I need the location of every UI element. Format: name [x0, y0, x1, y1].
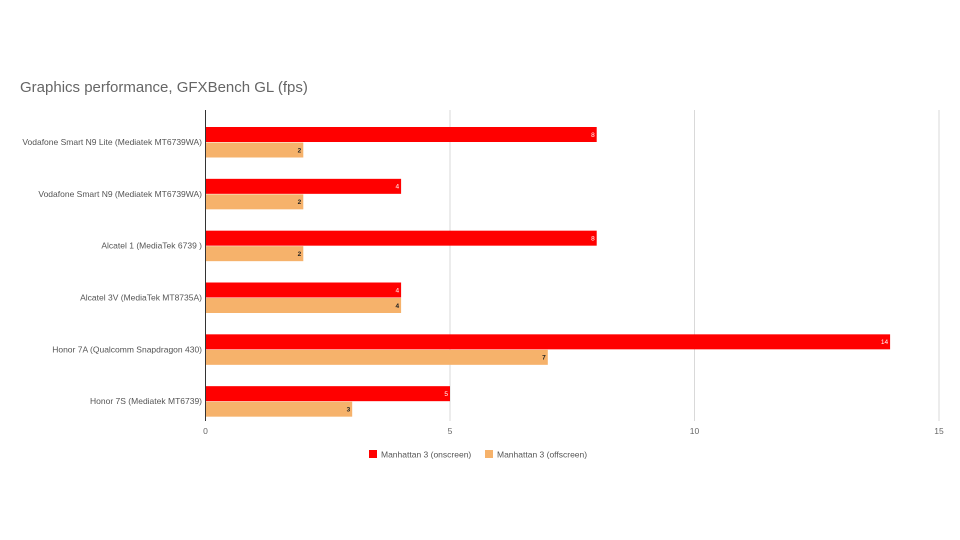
bar-offscreen — [205, 349, 548, 365]
legend-label: Manhattan 3 (onscreen) — [381, 450, 471, 460]
data-label-offscreen: 2 — [298, 199, 302, 206]
x-tick-label: 5 — [448, 426, 453, 436]
category-label: Vodafone Smart N9 (Mediatek MT6739WA) — [38, 189, 202, 199]
x-tick-label: 10 — [690, 426, 700, 436]
legend-swatch — [369, 450, 377, 458]
bar-onscreen — [205, 127, 597, 142]
data-label-onscreen: 5 — [444, 391, 448, 398]
data-label-onscreen: 14 — [881, 339, 889, 346]
category-label: Alcatel 3V (MediaTek MT8735A) — [80, 293, 202, 303]
data-label-onscreen: 4 — [395, 287, 399, 294]
data-label-onscreen: 8 — [591, 235, 595, 242]
category-label: Honor 7S (Mediatek MT6739) — [90, 396, 202, 406]
bar-offscreen — [205, 246, 304, 262]
category-label: Honor 7A (Qualcomm Snapdragon 430) — [52, 344, 202, 354]
data-label-offscreen: 3 — [347, 406, 351, 413]
bar-onscreen — [205, 230, 597, 246]
bar-onscreen — [205, 334, 891, 350]
legend-swatch — [485, 450, 493, 458]
data-label-offscreen: 2 — [298, 147, 302, 154]
bar-onscreen — [205, 178, 402, 194]
data-label-offscreen: 7 — [542, 355, 546, 362]
bar-offscreen — [205, 194, 304, 210]
x-axis-ticks: 0 5 10 15 — [203, 426, 944, 436]
x-tick-label: 15 — [934, 426, 944, 436]
data-label-offscreen: 4 — [395, 303, 399, 310]
category-labels: Vodafone Smart N9 Lite (Mediatek MT6739W… — [22, 137, 202, 406]
bars: 8 2 4 2 8 2 4 4 14 7 5 3 — [205, 127, 891, 417]
gridlines — [449, 110, 940, 421]
data-label-onscreen: 4 — [395, 184, 399, 191]
bar-offscreen — [205, 298, 402, 313]
bar-onscreen — [205, 282, 402, 298]
data-label-onscreen: 8 — [591, 132, 595, 139]
category-label: Alcatel 1 (MediaTek 6739 ) — [101, 241, 202, 251]
legend: Manhattan 3 (onscreen) Manhattan 3 (offsc… — [369, 450, 587, 460]
x-tick-label: 0 — [203, 426, 208, 436]
chart-title: Graphics performance, GFXBench GL (fps) — [20, 79, 308, 96]
data-label-offscreen: 2 — [298, 251, 302, 258]
bar-offscreen — [205, 401, 353, 417]
category-label: Vodafone Smart N9 Lite (Mediatek MT6739W… — [22, 137, 202, 147]
legend-label: Manhattan 3 (offscreen) — [497, 450, 587, 460]
bar-offscreen — [205, 142, 304, 158]
bar-onscreen — [205, 386, 450, 402]
